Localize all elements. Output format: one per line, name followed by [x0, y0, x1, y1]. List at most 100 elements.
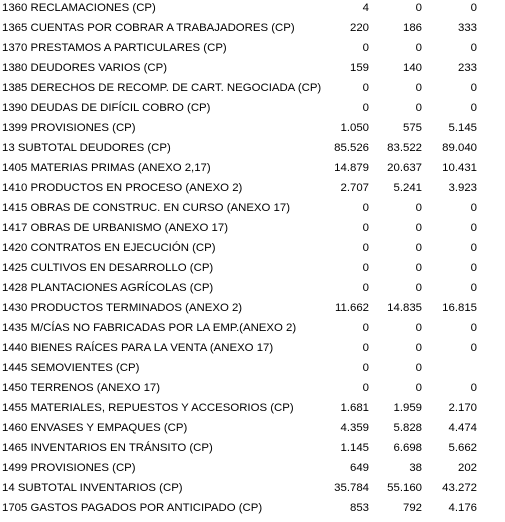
value-column-2: 575 — [402, 122, 422, 134]
value-column-2: 1.959 — [393, 402, 422, 414]
value-column-2: 0 — [415, 282, 422, 294]
value-column-2: 14.835 — [387, 302, 422, 314]
table-row: 1705 GASTOS PAGADOS POR ANTICIPADO (CP) 8… — [0, 498, 505, 518]
value-column-1: 0 — [362, 102, 369, 114]
table-row: 1399 PROVISIONES (CP) 1.050 575 5.145 — [0, 118, 505, 138]
value-column-1: 2.707 — [340, 182, 369, 194]
table-row: 1440 BIENES RAÍCES PARA LA VENTA (ANEXO … — [0, 338, 505, 358]
value-column-3: 0 — [470, 262, 477, 274]
table-row: 1420 CONTRATOS EN EJECUCIÓN (CP) 0 0 0 — [0, 238, 505, 258]
account-label: 1440 BIENES RAÍCES PARA LA VENTA (ANEXO … — [2, 342, 274, 354]
table-row: 1435 M/CÍAS NO FABRICADAS POR LA EMP.(AN… — [0, 318, 505, 338]
value-column-2: 0 — [415, 382, 422, 394]
account-label: 1380 DEUDORES VARIOS (CP) — [2, 62, 167, 74]
table-row: 1445 SEMOVIENTES (CP) 0 0 — [0, 358, 505, 378]
account-label: 1460 ENVASES Y EMPAQUES (CP) — [2, 422, 188, 434]
value-column-3: 0 — [470, 42, 477, 54]
value-column-3: 2.170 — [448, 402, 477, 414]
value-column-2: 0 — [415, 222, 422, 234]
account-label: 1450 TERRENOS (ANEXO 17) — [2, 382, 161, 394]
value-column-3: 89.040 — [442, 142, 477, 154]
value-column-1: 159 — [349, 62, 369, 74]
value-column-1: 853 — [349, 502, 369, 514]
value-column-3: 0 — [470, 222, 477, 234]
value-column-1: 0 — [362, 222, 369, 234]
value-column-3: 3.923 — [448, 182, 477, 194]
value-column-3: 0 — [470, 82, 477, 94]
account-label: 1385 DERECHOS DE RECOMP. DE CART. NEGOCI… — [2, 82, 322, 94]
value-column-3: 0 — [470, 342, 477, 354]
value-column-1: 649 — [349, 462, 369, 474]
table-row: 1460 ENVASES Y EMPAQUES (CP) 4.359 5.828 4.… — [0, 418, 505, 438]
value-column-3: 16.815 — [442, 302, 477, 314]
value-column-1: 4 — [362, 2, 369, 14]
value-column-1: 0 — [362, 322, 369, 334]
account-label: 1365 CUENTAS POR COBRAR A TRABAJADORES (… — [2, 22, 295, 34]
table-row: 1380 DEUDORES VARIOS (CP) 159 140 233 — [0, 58, 505, 78]
table-row: 1430 PRODUCTOS TERMINADOS (ANEXO 2) 11.66… — [0, 298, 505, 318]
value-column-2: 0 — [415, 42, 422, 54]
account-label: 1399 PROVISIONES (CP) — [2, 122, 136, 134]
value-column-2: 20.637 — [387, 162, 422, 174]
value-column-1: 0 — [362, 262, 369, 274]
value-column-2: 0 — [415, 362, 422, 374]
table-row: 1455 MATERIALES, REPUESTOS Y ACCESORIOS … — [0, 398, 505, 418]
value-column-3: 4.474 — [448, 422, 477, 434]
table-row: 1410 PRODUCTOS EN PROCESO (ANEXO 2) 2.707… — [0, 178, 505, 198]
value-column-2: 0 — [415, 202, 422, 214]
value-column-3: 0 — [470, 282, 477, 294]
value-column-3: 0 — [470, 202, 477, 214]
value-column-3: 0 — [470, 242, 477, 254]
table-row: 1370 PRESTAMOS A PARTICULARES (CP) 0 0 0 — [0, 38, 505, 58]
account-label: 1705 GASTOS PAGADOS POR ANTICIPADO (CP) — [2, 502, 263, 514]
value-column-3: 4.176 — [448, 502, 477, 514]
value-column-1: 0 — [362, 202, 369, 214]
value-column-2: 38 — [409, 462, 422, 474]
value-column-2: 0 — [415, 262, 422, 274]
value-column-1: 220 — [349, 22, 369, 34]
account-label: 1415 OBRAS DE CONSTRUC. EN CURSO (ANEXO … — [2, 202, 290, 214]
account-label: 1405 MATERIAS PRIMAS (ANEXO 2,17) — [2, 162, 211, 174]
account-label: 1425 CULTIVOS EN DESARROLLO (CP) — [2, 262, 214, 274]
value-column-1: 85.526 — [334, 142, 369, 154]
value-column-2: 83.522 — [387, 142, 422, 154]
value-column-1: 1.145 — [340, 442, 369, 454]
table-row: 13 SUBTOTAL DEUDORES (CP) 85.526 83.522 89.… — [0, 138, 505, 158]
value-column-1: 4.359 — [340, 422, 369, 434]
account-label: 1465 INVENTARIOS EN TRÁNSITO (CP) — [2, 442, 213, 454]
value-column-1: 0 — [362, 282, 369, 294]
value-column-2: 792 — [402, 502, 422, 514]
value-column-3: 43.272 — [442, 482, 477, 494]
account-label: 1455 MATERIALES, REPUESTOS Y ACCESORIOS … — [2, 402, 294, 414]
table-row: 1425 CULTIVOS EN DESARROLLO (CP) 0 0 0 — [0, 258, 505, 278]
account-label: 1410 PRODUCTOS EN PROCESO (ANEXO 2) — [2, 182, 243, 194]
value-column-3: 0 — [470, 322, 477, 334]
value-column-1: 0 — [362, 242, 369, 254]
table-row: 1385 DERECHOS DE RECOMP. DE CART. NEGOCI… — [0, 78, 505, 98]
table-row: 1405 MATERIAS PRIMAS (ANEXO 2,17) 14.879 2… — [0, 158, 505, 178]
account-label: 14 SUBTOTAL INVENTARIOS (CP) — [2, 482, 183, 494]
account-label: 1360 RECLAMACIONES (CP) — [2, 2, 156, 14]
value-column-3: 333 — [457, 22, 477, 34]
account-label: 1420 CONTRATOS EN EJECUCIÓN (CP) — [2, 242, 216, 254]
table-row: 1465 INVENTARIOS EN TRÁNSITO (CP) 1.145 6.… — [0, 438, 505, 458]
account-label: 1417 OBRAS DE URBANISMO (ANEXO 17) — [2, 222, 228, 234]
value-column-2: 5.241 — [393, 182, 422, 194]
account-label: 1499 PROVISIONES (CP) — [2, 462, 136, 474]
value-column-2: 186 — [402, 22, 422, 34]
value-column-1: 14.879 — [334, 162, 369, 174]
account-label: 1430 PRODUCTOS TERMINADOS (ANEXO 2) — [2, 302, 243, 314]
value-column-2: 0 — [415, 242, 422, 254]
value-column-1: 0 — [362, 362, 369, 374]
value-column-3: 202 — [457, 462, 477, 474]
account-label: 1445 SEMOVIENTES (CP) — [2, 362, 140, 374]
value-column-3: 0 — [470, 2, 477, 14]
account-label: 1370 PRESTAMOS A PARTICULARES (CP) — [2, 42, 227, 54]
account-label: 1390 DEUDAS DE DIFÍCIL COBRO (CP) — [2, 102, 211, 114]
value-column-1: 0 — [362, 342, 369, 354]
value-column-2: 55.160 — [387, 482, 422, 494]
value-column-1: 0 — [362, 382, 369, 394]
value-column-2: 0 — [415, 2, 422, 14]
table-row: 1390 DEUDAS DE DIFÍCIL COBRO (CP) 0 0 0 — [0, 98, 505, 118]
